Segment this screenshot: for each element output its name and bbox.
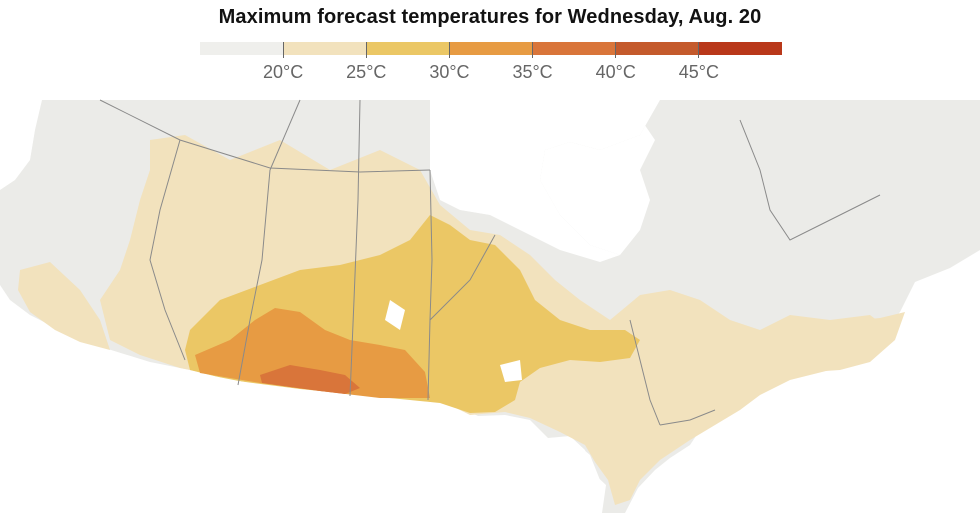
temp-area-25c-maritime [790, 312, 905, 372]
map-title: Maximum forecast temperatures for Wednes… [218, 6, 762, 28]
legend-swatch-2 [366, 42, 450, 55]
lake-area-1 [385, 300, 405, 330]
legend-tick-0 [282, 42, 284, 58]
lake-area-2 [500, 360, 522, 382]
great-lakes [470, 420, 602, 513]
temp-area-35c-prairies [195, 308, 430, 398]
border-qc-on-south [659, 409, 716, 426]
legend-label-3: 35°C [512, 62, 553, 82]
legend-tick-1 [365, 42, 367, 58]
border-mb-on [427, 169, 433, 401]
border-mb-on-diagonal [429, 234, 496, 321]
legend-label-2: 30°C [429, 62, 470, 82]
border-labrador [739, 119, 881, 241]
legend-color-scale [200, 42, 782, 55]
hudson-bay [430, 100, 660, 262]
temperature-legend: 20°C 25°C 30°C 35°C 40°C 45°C [200, 42, 782, 88]
border-nwt [269, 99, 301, 171]
legend-swatch-6 [698, 42, 782, 55]
legend-tick-4 [615, 42, 617, 58]
legend-tick-5 [698, 42, 700, 58]
province-borders [99, 99, 881, 426]
border-sk-mb [349, 99, 361, 397]
legend-swatch-4 [532, 42, 616, 55]
border-territories [99, 99, 431, 173]
legend-label-1: 25°C [346, 62, 387, 82]
band-35c [195, 308, 430, 398]
legend-swatch-0 [200, 42, 284, 55]
legend-swatch-1 [283, 42, 367, 55]
legend-swatch-5 [615, 42, 699, 55]
temp-area-40c-prairies [260, 365, 360, 394]
legend-tick-2 [448, 42, 450, 58]
border-on-qc [629, 319, 661, 426]
legend-label-0: 20°C [263, 62, 304, 82]
atlantic [660, 300, 980, 513]
border-bc-ab [149, 139, 186, 361]
legend-tick-3 [532, 42, 534, 58]
legend-swatch-3 [449, 42, 533, 55]
legend-label-4: 40°C [595, 62, 636, 82]
legend-label-5: 45°C [678, 62, 719, 82]
ocean-sw [0, 338, 480, 513]
border-ab-sk [237, 169, 271, 386]
temp-area-25c-coast [18, 262, 110, 350]
band-40c [260, 365, 360, 394]
water-areas [0, 100, 980, 513]
